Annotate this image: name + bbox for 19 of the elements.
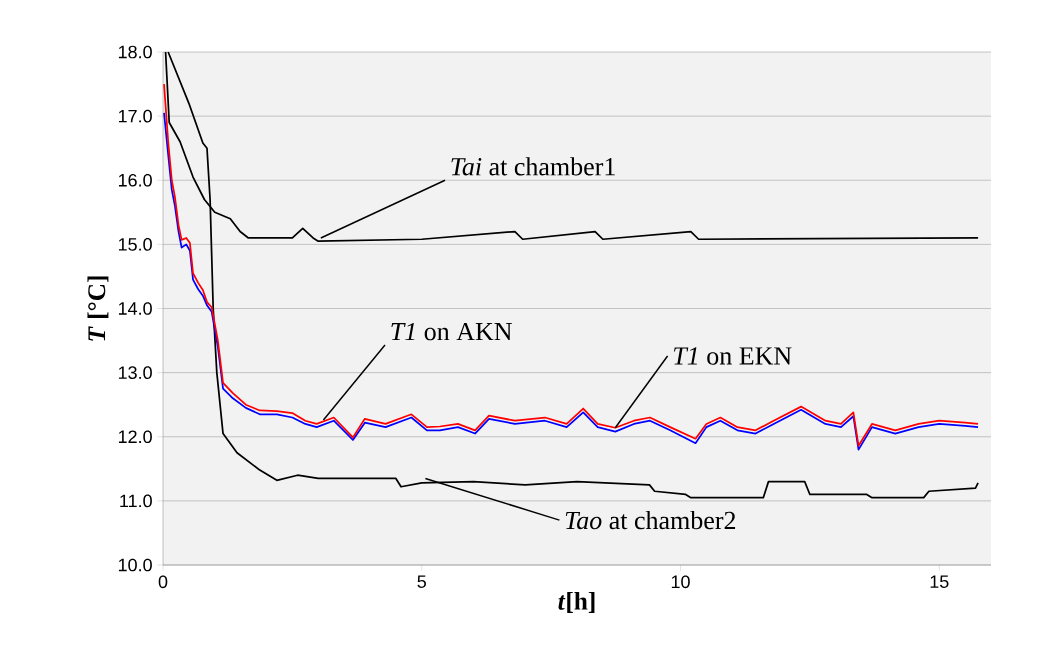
annotation: T1 on EKN: [673, 347, 792, 365]
y-tick-label: 15.0: [118, 238, 152, 251]
y-tick-label: 12.0: [118, 430, 152, 444]
y-tick-label: 18.0: [118, 45, 152, 59]
annotation: T1 on AKN: [391, 322, 512, 341]
y-tick-label: 16.0: [118, 173, 152, 187]
annotation: Tao at chamber2: [565, 510, 736, 530]
x-tick-label: 0: [158, 575, 168, 589]
annotation: Tai at chamber1: [451, 157, 615, 176]
y-tick-label: 10.0: [118, 558, 152, 572]
x-tick-label: 10: [671, 575, 690, 589]
y-axis-title: T [°C]: [87, 276, 109, 341]
x-axis-title: t[h]: [558, 591, 595, 613]
y-tick-label: 11.0: [120, 494, 152, 508]
x-tick-label: 5: [417, 575, 427, 588]
y-tick-label: 17.0: [118, 109, 152, 123]
x-tick-label: 15: [930, 575, 949, 588]
y-tick-label: 14.0: [118, 302, 152, 315]
y-tick-label: 13.0: [118, 366, 152, 379]
